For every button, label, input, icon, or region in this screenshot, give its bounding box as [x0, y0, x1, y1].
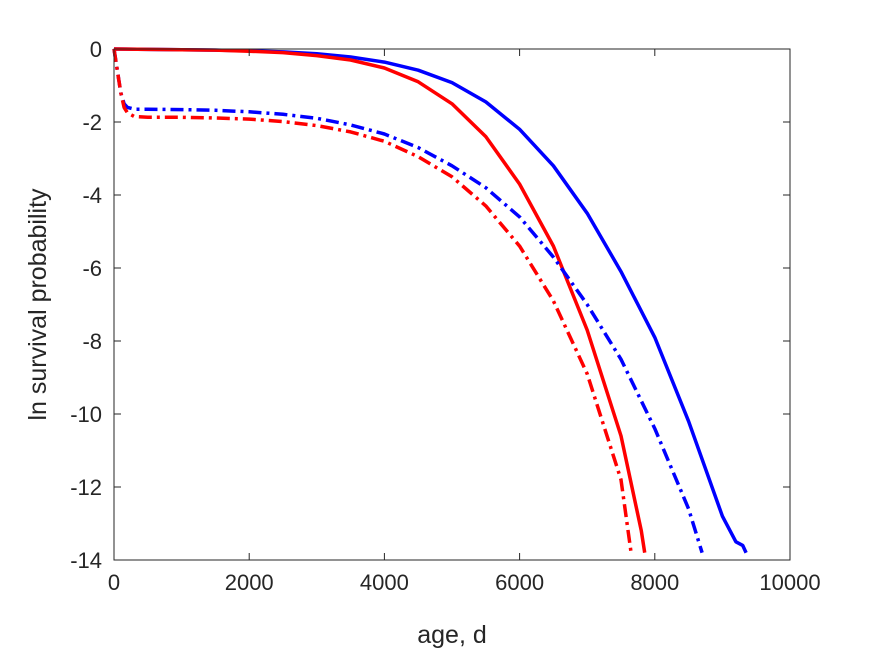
y-tick-label: -4	[82, 183, 102, 208]
series-line-2	[113, 47, 647, 553]
series-layer	[112, 47, 748, 554]
plot-area-frame	[113, 48, 791, 561]
x-tick-label: 4000	[360, 570, 409, 595]
y-tick-label: 0	[90, 37, 102, 62]
y-tick-label: -14	[70, 548, 102, 573]
y-tick-label: -10	[70, 402, 102, 427]
axis-ticks: 0 2000 4000 6000 8000 10000 0 -2 -4 -6 -8 -10 -12 -14	[70, 37, 820, 595]
y-tick-label: -6	[82, 256, 102, 281]
x-tick-label: 10000	[759, 570, 820, 595]
series-line-3	[112, 48, 704, 554]
x-tick-label: 2000	[225, 570, 274, 595]
x-tick-label: 0	[108, 570, 120, 595]
x-axis-label: age, d	[417, 621, 487, 649]
y-axis-label: ln survival probability	[24, 188, 52, 421]
y-tick-label: -2	[82, 110, 102, 135]
y-tick-label: -8	[82, 329, 102, 354]
y-tick-label: -12	[70, 475, 102, 500]
series-line-1	[113, 47, 748, 554]
x-tick-label: 8000	[630, 570, 679, 595]
x-tick-label: 6000	[495, 570, 544, 595]
series-line-4	[112, 48, 633, 553]
